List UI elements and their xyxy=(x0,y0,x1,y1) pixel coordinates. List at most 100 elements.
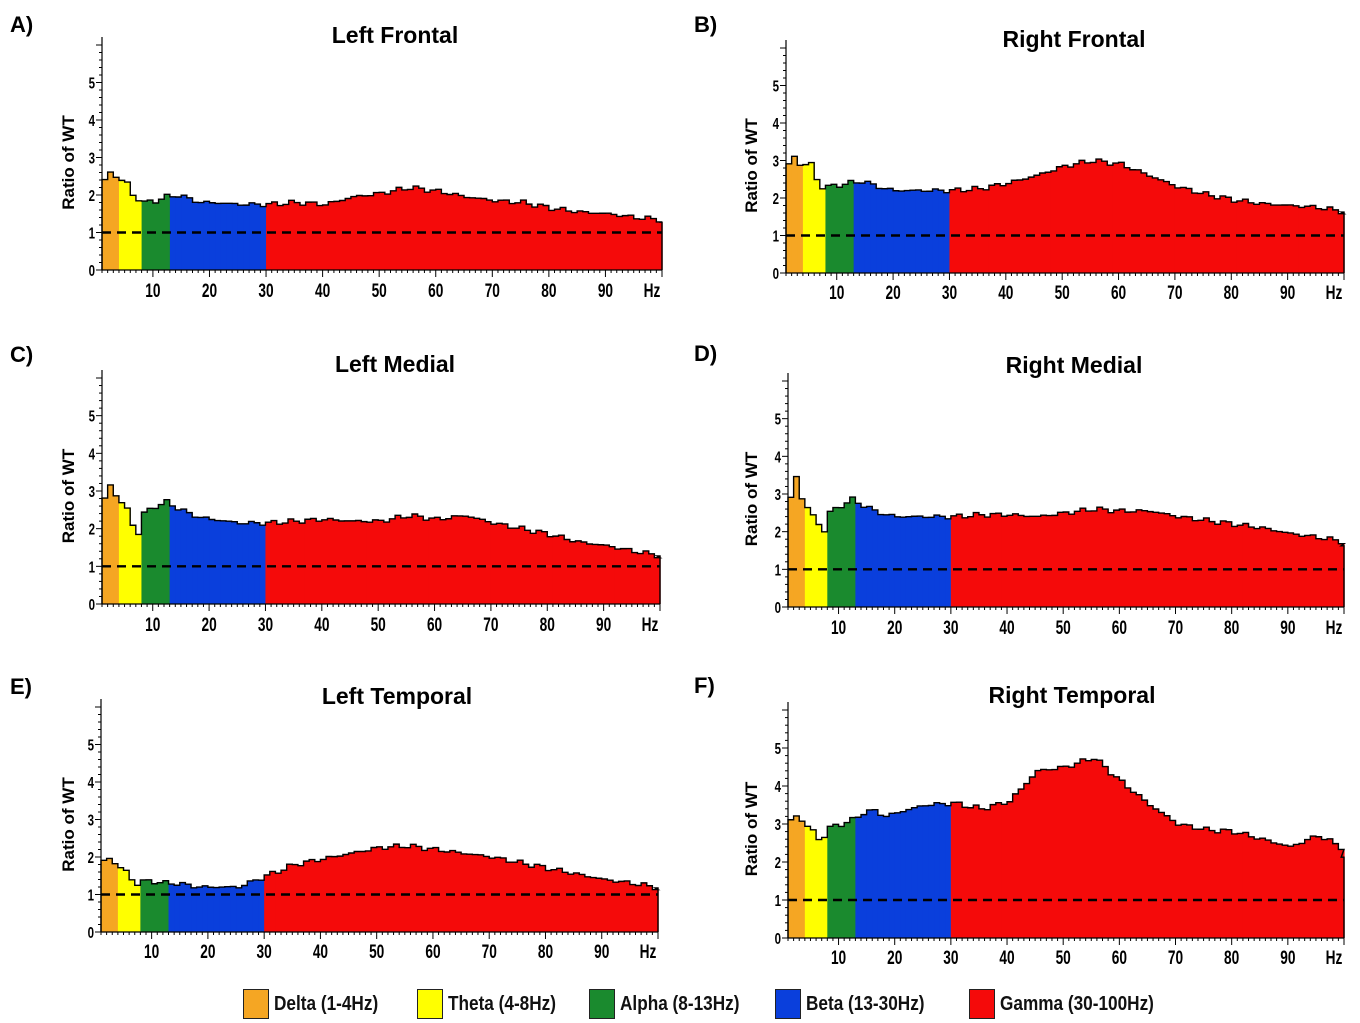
area-bin xyxy=(328,201,335,270)
area-bin xyxy=(900,517,907,607)
area-bin xyxy=(921,191,928,273)
area-bin xyxy=(1163,181,1170,273)
area-bin xyxy=(469,197,476,270)
area-bin xyxy=(123,870,130,932)
area-bin xyxy=(861,507,868,607)
area-bin xyxy=(1327,207,1334,273)
area-bin xyxy=(410,844,417,932)
y-tick-label: 2 xyxy=(88,848,95,866)
area-bin xyxy=(1039,172,1046,273)
area-bin xyxy=(614,549,622,604)
area-bin xyxy=(1051,515,1059,607)
area-bin xyxy=(203,201,211,270)
area-bin xyxy=(1169,184,1176,273)
area-bin xyxy=(435,189,442,270)
x-tick-label: 60 xyxy=(427,614,442,636)
area-bin xyxy=(832,507,840,607)
area-bin xyxy=(552,536,560,604)
area-bin xyxy=(1214,524,1222,607)
area-bin xyxy=(579,874,586,932)
area-bin xyxy=(441,193,448,270)
area-bin xyxy=(995,513,1003,607)
x-tick-label: 30 xyxy=(943,617,958,639)
area-bin xyxy=(242,523,250,604)
area-bin xyxy=(872,509,879,607)
area-bin xyxy=(599,213,607,270)
x-tick-label: 80 xyxy=(1224,947,1239,969)
y-tick-label: 3 xyxy=(89,482,96,500)
area-bin xyxy=(475,198,482,270)
area-bin xyxy=(1265,203,1272,273)
area-bin xyxy=(237,205,245,270)
area-bin xyxy=(1310,205,1317,273)
x-axis-label: Hz xyxy=(642,614,659,636)
area-bin xyxy=(158,199,165,270)
x-tick-label: 10 xyxy=(145,614,160,636)
area-bin xyxy=(1062,165,1069,273)
area-bin xyxy=(502,523,509,604)
area-bin xyxy=(567,874,575,932)
area-bin xyxy=(1141,800,1149,938)
area-bin xyxy=(378,520,385,604)
area-bin xyxy=(872,809,879,938)
x-tick-label: 40 xyxy=(999,947,1014,969)
area-bin xyxy=(1158,179,1165,273)
area-bin xyxy=(956,802,963,938)
area-bin xyxy=(1248,202,1255,273)
area-bin xyxy=(939,516,946,607)
area-bin xyxy=(995,802,1003,938)
area-bin xyxy=(804,507,812,607)
area-bin xyxy=(639,219,646,270)
y-tick-label: 0 xyxy=(773,264,780,282)
area-bin xyxy=(917,805,924,938)
area-bin xyxy=(866,809,873,938)
area-bin xyxy=(577,210,584,270)
area-bin xyxy=(607,880,614,932)
x-tick-label: 80 xyxy=(1224,282,1239,304)
area-bin xyxy=(511,862,518,932)
area-bin xyxy=(1022,179,1029,273)
area-bin xyxy=(804,826,812,938)
area-bin xyxy=(618,881,625,932)
x-tick-label: 70 xyxy=(483,614,498,636)
area-bin xyxy=(1276,531,1283,607)
area-bin xyxy=(562,872,569,932)
area-bin xyxy=(1327,536,1334,607)
area-bin xyxy=(1141,172,1148,273)
area-bin xyxy=(1299,843,1306,938)
x-tick-label: 30 xyxy=(943,947,958,969)
area-bin xyxy=(934,515,941,607)
area-bin xyxy=(1153,809,1160,938)
area-bin xyxy=(945,518,952,607)
area-bin xyxy=(1102,766,1109,938)
area-bin xyxy=(1174,187,1182,273)
x-tick-label: 90 xyxy=(598,280,613,302)
area-bin xyxy=(883,816,890,938)
area-bin xyxy=(269,871,277,932)
area-bin xyxy=(220,520,227,604)
area-bin xyxy=(1321,209,1328,273)
area-bin xyxy=(1001,516,1008,607)
legend-swatch-theta xyxy=(417,989,444,1019)
y-tick-label: 3 xyxy=(773,152,780,170)
area-bin xyxy=(1146,176,1153,273)
area-bin xyxy=(468,517,475,604)
y-tick-label: 0 xyxy=(89,261,96,279)
area-bin xyxy=(1112,163,1120,273)
area-bin xyxy=(1231,833,1238,938)
area-bin xyxy=(1181,516,1188,607)
area-bin xyxy=(1242,523,1250,607)
area-bin xyxy=(849,817,856,938)
area-bin xyxy=(1203,827,1210,938)
area-bin xyxy=(894,812,901,938)
area-bin xyxy=(530,533,537,604)
area-bin xyxy=(565,211,573,270)
area-bin xyxy=(428,518,436,604)
area-bin xyxy=(423,520,430,604)
y-tick-label: 1 xyxy=(775,560,782,578)
area-bin xyxy=(286,864,293,932)
x-tick-label: 20 xyxy=(201,614,216,636)
x-tick-label: 30 xyxy=(258,614,273,636)
area-bin xyxy=(633,218,640,270)
